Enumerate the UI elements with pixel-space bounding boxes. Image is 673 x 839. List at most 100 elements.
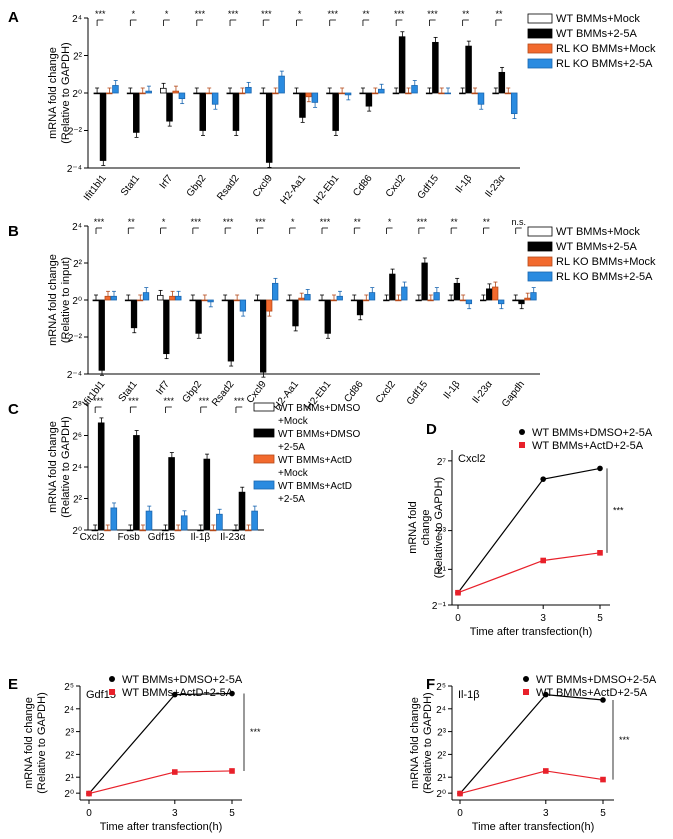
bar-a-3 — [311, 92, 319, 103]
bar-b-0 — [157, 294, 164, 301]
x-tick-label: 3 — [543, 808, 549, 819]
bar-a-1 — [432, 41, 439, 94]
bar-b-0 — [124, 299, 132, 302]
bar-c-0 — [197, 529, 204, 532]
bar-b-1 — [356, 299, 364, 316]
bar-b-0 — [286, 299, 293, 302]
y-tick-label: 2⁻¹ — [432, 601, 447, 612]
bar-b-3 — [498, 299, 505, 305]
significance-label: ** — [354, 217, 362, 227]
bar-b-3 — [272, 282, 279, 301]
bar-b-2 — [266, 299, 273, 312]
legend-label: +Mock — [278, 416, 309, 427]
series-line-0 — [457, 467, 601, 594]
significance-label: *** — [613, 506, 624, 516]
bar-a-0 — [359, 92, 366, 95]
legend-swatch — [527, 241, 553, 252]
legend-label: RL KO BMMs+Mock — [556, 43, 656, 55]
legend-swatch — [527, 256, 553, 267]
bar-c-2 — [209, 529, 217, 532]
series-line-0 — [88, 692, 233, 794]
y-tick-label: 2³ — [437, 527, 447, 538]
y-tick-label: 2⁰ — [72, 296, 82, 307]
legend-swatch — [527, 28, 553, 39]
bar-a-0 — [459, 92, 466, 95]
bar-c-3 — [180, 515, 188, 531]
y-tick-label: 2² — [73, 495, 83, 506]
bar-b-3 — [142, 292, 150, 301]
legend-label: WT BMMs+ActD — [278, 455, 352, 466]
significance-label: ** — [483, 217, 491, 227]
y-axis-label: change — [420, 509, 432, 545]
bar-c-0 — [126, 529, 134, 532]
legend-label: WT BMMs+DMSO — [278, 403, 361, 414]
chart-title: Il-1β — [458, 689, 480, 701]
bar-b-3 — [304, 294, 311, 301]
bar-a-1 — [465, 45, 472, 94]
bar-b-3 — [368, 292, 376, 301]
panel-letter-E: E — [8, 676, 18, 693]
category-label: Cxcl9 — [245, 379, 269, 406]
data-point-red — [457, 790, 463, 797]
bar-b-0 — [189, 299, 196, 302]
bar-a-2 — [371, 92, 379, 95]
data-point-red — [86, 790, 92, 797]
legend-label: +Mock — [278, 468, 309, 479]
legend-marker-black — [523, 676, 529, 682]
bar-b-2 — [427, 299, 434, 302]
category-label: Gdf15 — [416, 173, 442, 202]
y-tick-label: 2² — [65, 750, 75, 761]
y-tick-label: 2⁴ — [72, 222, 82, 233]
category-label: Il-1β — [454, 173, 475, 195]
bar-c-1 — [97, 422, 105, 531]
bar-b-2 — [298, 297, 305, 301]
bar-a-2 — [504, 92, 512, 95]
y-tick-label: 2³ — [437, 728, 447, 739]
bar-b-1 — [260, 299, 267, 373]
data-point-black — [540, 476, 546, 482]
bar-a-2 — [471, 92, 479, 95]
data-point-red — [229, 768, 235, 774]
series-line-1 — [457, 552, 601, 594]
y-tick-label: 2⁸ — [72, 400, 82, 411]
y-tick-label: 2⁶ — [72, 432, 82, 443]
panel-letter-B: B — [8, 223, 19, 240]
bar-b-1 — [486, 288, 493, 301]
significance-label: *** — [228, 9, 239, 19]
significance-label: ** — [495, 9, 503, 19]
bar-a-1 — [398, 36, 406, 94]
bar-a-1 — [232, 92, 240, 131]
bar-a-2 — [338, 92, 346, 95]
y-tick-label: 2¹ — [437, 773, 447, 784]
bar-a-0 — [193, 92, 200, 95]
significance-label: *** — [417, 217, 428, 227]
significance-label: ** — [451, 217, 459, 227]
bar-c-0 — [232, 529, 240, 532]
legend-swatch — [527, 271, 553, 282]
bar-b-1 — [453, 282, 461, 301]
data-point-black — [600, 697, 606, 703]
bar-a-2 — [405, 92, 412, 95]
y-tick-label: 2⁴ — [64, 705, 74, 716]
bar-c-2 — [139, 529, 147, 532]
bar-a-2 — [272, 92, 279, 95]
bar-a-1 — [99, 92, 107, 161]
significance-label: *** — [328, 9, 339, 19]
y-axis-label: mRNA fold change — [23, 697, 35, 789]
bar-b-0 — [254, 299, 261, 302]
significance-label: * — [388, 217, 392, 227]
series-line-1 — [88, 770, 233, 795]
bar-c-0 — [161, 529, 169, 532]
category-label: Irf7 — [158, 173, 176, 192]
bar-b-2 — [330, 299, 337, 302]
legend-marker-black — [519, 429, 525, 435]
y-tick-label: 2⁻⁴ — [67, 370, 82, 381]
bar-a-0 — [392, 92, 400, 95]
category-label: Gdf15 — [405, 379, 431, 408]
bar-b-2 — [169, 295, 176, 301]
category-label: Rsad2 — [210, 379, 237, 409]
bar-a-3 — [278, 75, 285, 94]
significance-label: * — [165, 9, 169, 19]
x-tick-label: 0 — [457, 808, 463, 819]
